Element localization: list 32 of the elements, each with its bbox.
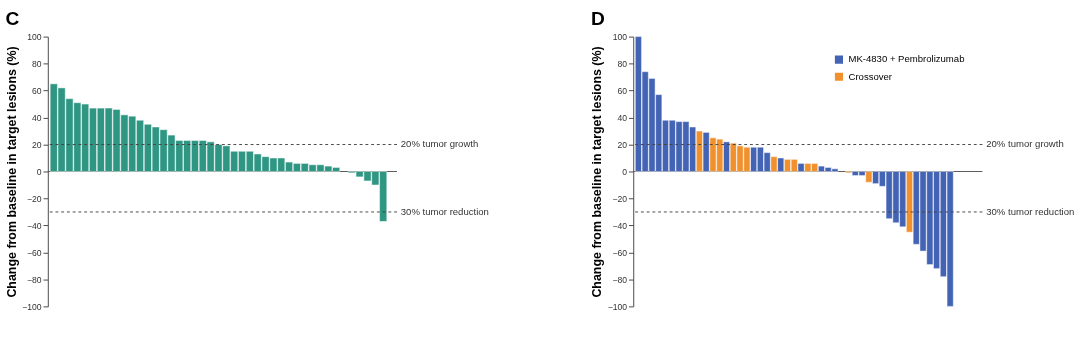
- y-tick-label: 0: [36, 166, 42, 177]
- y-tick-label: 20: [617, 139, 628, 150]
- y-tick-label: 20: [32, 139, 42, 150]
- y-tick-label: 60: [32, 85, 42, 96]
- y-tick-label: 80: [617, 58, 628, 69]
- legend-label: Crossover: [848, 70, 893, 82]
- legend-label: MK-4830 + Pembrolizumab: [848, 53, 965, 65]
- ref-line-label: 30% tumor reduction: [400, 205, 489, 217]
- ref-line-label: 20% tumor growth: [400, 138, 479, 150]
- y-tick-label: −20: [27, 193, 42, 204]
- y-tick-label: −20: [612, 193, 628, 204]
- ref-line-label: 30% tumor reduction: [986, 205, 1075, 217]
- y-tick-label: 40: [617, 112, 628, 123]
- y-axis-title: Change from baseline in target lesions (%): [4, 46, 19, 298]
- y-tick-label: 100: [27, 31, 42, 42]
- y-tick-label: 40: [32, 112, 42, 123]
- ref-line-label: 20% tumor growth: [986, 138, 1064, 150]
- y-tick-label: −60: [612, 247, 628, 258]
- y-tick-label: −100: [607, 301, 628, 312]
- y-tick-label: −100: [22, 301, 42, 312]
- y-tick-label: 100: [612, 31, 628, 42]
- chart-title: D: [590, 8, 605, 30]
- y-axis-title: Change from baseline in target lesions (%): [589, 46, 604, 298]
- y-tick-label: −80: [27, 274, 42, 285]
- y-tick-label: 60: [617, 85, 628, 96]
- y-tick-label: 80: [32, 58, 42, 69]
- y-tick-label: −40: [27, 220, 42, 231]
- y-tick-label: −80: [612, 274, 628, 285]
- y-tick-label: 0: [622, 166, 628, 177]
- y-tick-label: −40: [612, 220, 628, 231]
- y-tick-label: −60: [27, 247, 42, 258]
- chart-title: C: [5, 8, 20, 30]
